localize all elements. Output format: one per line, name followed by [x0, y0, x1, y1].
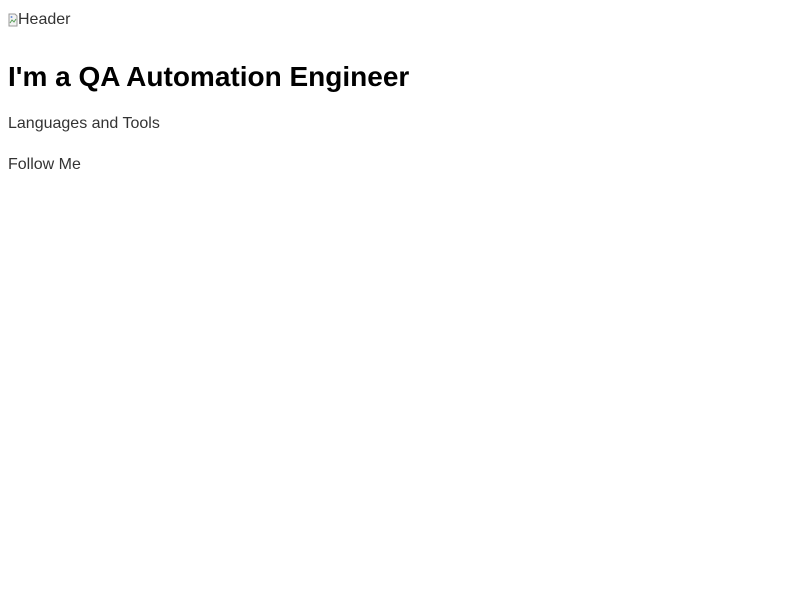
follow-me-heading: Follow Me — [8, 156, 81, 173]
page-title: I'm a QA Automation Engineer — [8, 61, 410, 92]
header-image-alt-text: Header — [18, 11, 71, 28]
broken-image-icon — [8, 13, 18, 27]
header-image: Header — [8, 8, 792, 32]
languages-and-tools-heading: Languages and Tools — [8, 115, 160, 132]
